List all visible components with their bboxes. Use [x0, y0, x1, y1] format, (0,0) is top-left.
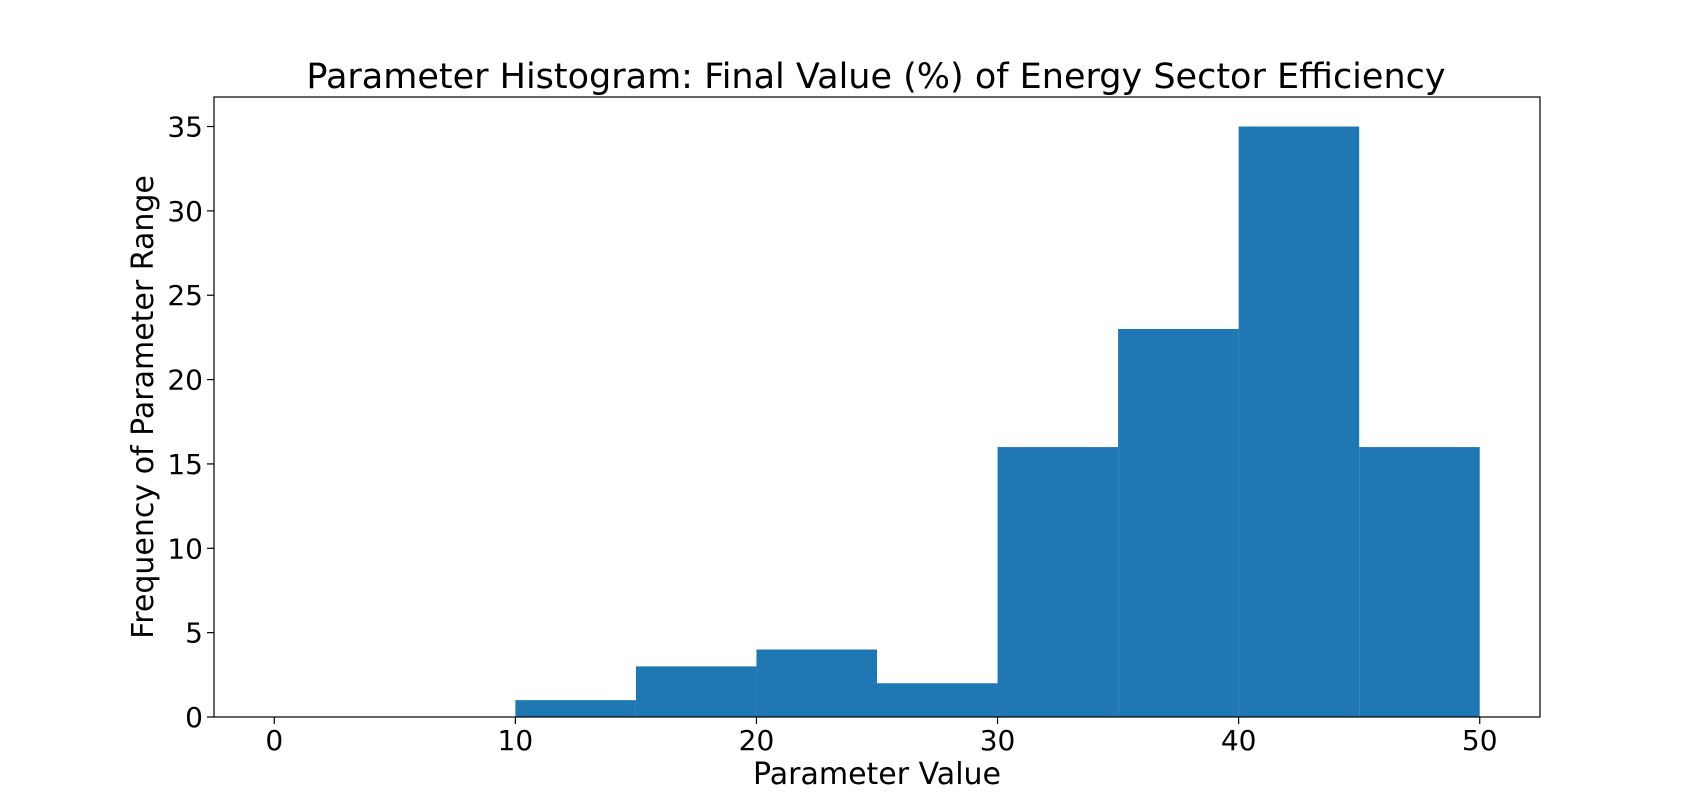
- histogram-bar-10-15: [515, 700, 636, 717]
- histogram-bar-30-35: [997, 447, 1119, 717]
- chart-title: Parameter Histogram: Final Value (%) of …: [306, 57, 1445, 97]
- histogram-bar-45-50: [1359, 447, 1480, 717]
- histogram-bar-35-40: [1118, 328, 1239, 717]
- y-tick-label-10: 10: [167, 532, 203, 565]
- y-tick-label-0: 0: [185, 701, 203, 734]
- y-tick-label-15: 15: [167, 448, 203, 481]
- y-tick-label-30: 30: [167, 195, 203, 228]
- histogram-bar-15-20: [635, 666, 757, 717]
- x-axis-ticks: 0 10 20 30 40 50: [265, 717, 1498, 757]
- x-axis-label: Parameter Value: [753, 757, 1001, 792]
- plot-frame: [213, 96, 1541, 718]
- histogram-bar-40-45: [1238, 126, 1360, 718]
- x-tick-label-0: 0: [265, 724, 283, 757]
- histogram-bar-25-30: [877, 683, 998, 717]
- x-tick-label-30: 30: [980, 724, 1016, 757]
- y-axis-label: Frequency of Parameter Range: [126, 175, 161, 639]
- histogram-bar-20-25: [756, 649, 877, 717]
- bars-layer: [515, 126, 1480, 718]
- x-tick-label-20: 20: [739, 724, 775, 757]
- y-tick-label-20: 20: [167, 364, 203, 397]
- y-tick-label-35: 35: [167, 111, 203, 144]
- y-axis-ticks: 0 5 10 15 20 25 30 35: [167, 111, 214, 734]
- x-tick-label-40: 40: [1221, 724, 1257, 757]
- y-tick-label-25: 25: [167, 279, 203, 312]
- x-tick-label-10: 10: [498, 724, 534, 757]
- y-tick-label-5: 5: [185, 617, 203, 650]
- x-tick-label-50: 50: [1462, 724, 1498, 757]
